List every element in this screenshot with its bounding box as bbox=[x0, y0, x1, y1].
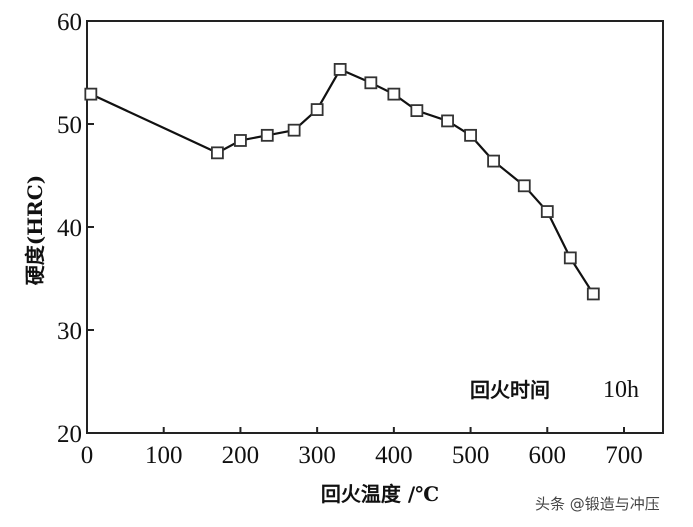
annotation-tempering-time-value: 10h bbox=[603, 377, 639, 403]
y-axis-title: 硬度(HRC) bbox=[23, 175, 47, 285]
square-marker-icon bbox=[84, 87, 98, 101]
square-marker-icon bbox=[441, 114, 454, 128]
x-tick-label: 400 bbox=[375, 442, 413, 469]
y-axis-ticks: 20 30 40 50 60 bbox=[57, 9, 94, 448]
square-marker-icon bbox=[310, 103, 324, 116]
square-marker-icon bbox=[364, 76, 378, 90]
y-tick-label: 60 bbox=[57, 9, 82, 36]
x-tick-label: 600 bbox=[529, 442, 567, 469]
square-marker-icon bbox=[586, 287, 600, 301]
watermark: 头条 @锻造与冲压 bbox=[535, 495, 660, 513]
square-marker-icon bbox=[464, 128, 477, 142]
square-marker-icon bbox=[234, 134, 247, 147]
x-axis-title: 回火温度 /℃ bbox=[321, 482, 439, 506]
x-tick-label: 200 bbox=[222, 442, 260, 469]
square-marker-icon bbox=[517, 179, 531, 193]
x-tick-label: 100 bbox=[145, 442, 183, 469]
data-series-markers bbox=[84, 63, 600, 301]
y-tick-label: 20 bbox=[57, 421, 82, 448]
x-tick-label: 700 bbox=[605, 442, 643, 469]
x-axis-ticks: 0 100 200 300 400 500 600 700 bbox=[81, 427, 643, 469]
square-marker-icon bbox=[260, 128, 274, 142]
x-tick-label: 300 bbox=[298, 442, 336, 469]
y-tick-label: 40 bbox=[57, 215, 82, 242]
x-tick-label: 0 bbox=[81, 442, 94, 469]
square-marker-icon bbox=[387, 87, 401, 101]
y-tick-label: 30 bbox=[57, 318, 82, 345]
square-marker-icon bbox=[563, 251, 577, 265]
square-marker-icon bbox=[211, 146, 224, 160]
y-tick-label: 50 bbox=[57, 112, 82, 139]
x-tick-label: 500 bbox=[452, 442, 490, 469]
square-marker-icon bbox=[333, 63, 347, 76]
square-marker-icon bbox=[487, 154, 500, 168]
annotation-tempering-time-label: 回火时间 bbox=[470, 378, 550, 402]
square-marker-icon bbox=[287, 123, 301, 137]
square-marker-icon bbox=[540, 205, 554, 218]
square-marker-icon bbox=[410, 104, 424, 118]
